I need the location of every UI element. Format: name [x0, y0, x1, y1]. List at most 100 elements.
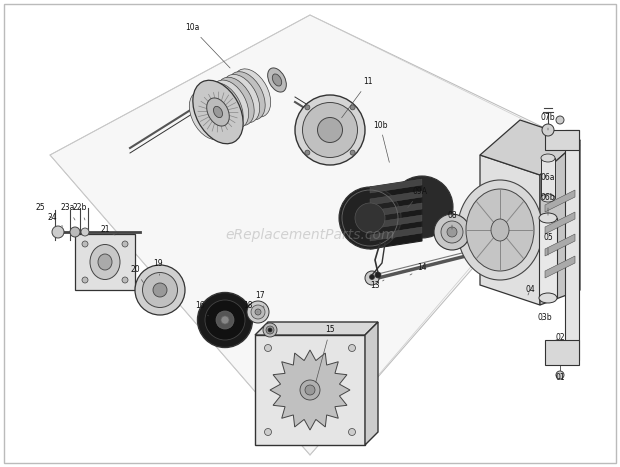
- Text: 08: 08: [447, 211, 457, 229]
- Polygon shape: [270, 350, 350, 430]
- Ellipse shape: [303, 102, 358, 157]
- Ellipse shape: [541, 154, 555, 162]
- Ellipse shape: [82, 241, 88, 247]
- Polygon shape: [545, 190, 575, 212]
- Ellipse shape: [350, 150, 355, 155]
- Ellipse shape: [223, 74, 260, 123]
- Ellipse shape: [542, 124, 554, 136]
- Ellipse shape: [541, 194, 555, 202]
- Ellipse shape: [90, 245, 120, 280]
- Ellipse shape: [198, 292, 252, 347]
- Ellipse shape: [81, 228, 89, 236]
- Text: 06b: 06b: [541, 193, 556, 215]
- Polygon shape: [370, 179, 422, 249]
- Ellipse shape: [441, 221, 463, 243]
- Text: 17: 17: [255, 291, 265, 307]
- Ellipse shape: [339, 187, 401, 249]
- Ellipse shape: [153, 283, 167, 297]
- Ellipse shape: [348, 345, 355, 352]
- Ellipse shape: [263, 323, 277, 337]
- Polygon shape: [480, 120, 580, 175]
- Ellipse shape: [350, 105, 355, 110]
- Text: 11: 11: [342, 78, 373, 118]
- Polygon shape: [370, 215, 422, 229]
- Ellipse shape: [265, 429, 272, 436]
- Ellipse shape: [228, 71, 265, 120]
- Text: 06a: 06a: [541, 174, 556, 183]
- Ellipse shape: [193, 80, 243, 144]
- Text: 04: 04: [525, 285, 535, 295]
- Polygon shape: [75, 234, 135, 290]
- Text: 22b: 22b: [73, 204, 87, 220]
- Polygon shape: [541, 158, 555, 198]
- Ellipse shape: [458, 180, 542, 280]
- Ellipse shape: [205, 300, 245, 340]
- Polygon shape: [545, 212, 575, 234]
- Ellipse shape: [98, 254, 112, 270]
- Text: 09A: 09A: [408, 187, 428, 208]
- Polygon shape: [370, 179, 422, 193]
- Text: 02: 02: [555, 333, 565, 342]
- Text: 16: 16: [195, 302, 208, 316]
- Ellipse shape: [135, 265, 185, 315]
- Ellipse shape: [189, 91, 227, 140]
- Ellipse shape: [355, 203, 385, 233]
- Ellipse shape: [122, 241, 128, 247]
- Ellipse shape: [265, 345, 272, 352]
- Ellipse shape: [295, 95, 365, 165]
- Text: 03b: 03b: [538, 313, 552, 323]
- Ellipse shape: [206, 98, 229, 126]
- Polygon shape: [545, 340, 579, 365]
- Polygon shape: [540, 140, 580, 305]
- Ellipse shape: [221, 316, 229, 324]
- Text: 23a: 23a: [61, 204, 75, 220]
- Ellipse shape: [305, 150, 310, 155]
- Ellipse shape: [539, 293, 557, 303]
- Text: 14: 14: [410, 263, 427, 275]
- Ellipse shape: [52, 226, 64, 238]
- Ellipse shape: [434, 214, 470, 250]
- Text: 18: 18: [243, 300, 258, 312]
- Ellipse shape: [143, 273, 177, 307]
- Ellipse shape: [556, 116, 564, 124]
- Text: 19: 19: [153, 260, 163, 275]
- Polygon shape: [370, 191, 422, 205]
- Polygon shape: [370, 227, 422, 241]
- Ellipse shape: [300, 380, 320, 400]
- Text: 25: 25: [35, 204, 52, 218]
- Ellipse shape: [211, 80, 249, 128]
- Text: 15: 15: [316, 325, 335, 382]
- Polygon shape: [545, 234, 575, 256]
- Ellipse shape: [70, 227, 80, 237]
- Ellipse shape: [217, 77, 254, 126]
- Ellipse shape: [195, 88, 232, 137]
- Text: 07b: 07b: [541, 113, 556, 130]
- Ellipse shape: [268, 328, 272, 332]
- Ellipse shape: [268, 68, 286, 92]
- Polygon shape: [370, 203, 422, 217]
- Ellipse shape: [82, 277, 88, 283]
- Ellipse shape: [447, 227, 457, 237]
- Ellipse shape: [365, 271, 379, 285]
- Ellipse shape: [305, 385, 315, 395]
- Text: 10b: 10b: [373, 120, 389, 163]
- Polygon shape: [365, 322, 378, 445]
- Ellipse shape: [251, 305, 265, 319]
- Ellipse shape: [272, 74, 281, 86]
- Ellipse shape: [556, 371, 564, 379]
- Ellipse shape: [255, 309, 261, 315]
- Polygon shape: [255, 335, 365, 445]
- Polygon shape: [50, 15, 580, 455]
- Ellipse shape: [348, 429, 355, 436]
- Ellipse shape: [233, 69, 271, 117]
- Polygon shape: [255, 322, 378, 335]
- Ellipse shape: [247, 301, 269, 323]
- Text: 10a: 10a: [185, 23, 230, 68]
- Ellipse shape: [466, 189, 534, 271]
- Ellipse shape: [391, 176, 453, 238]
- Text: 05: 05: [543, 234, 553, 255]
- Polygon shape: [545, 256, 575, 278]
- Ellipse shape: [539, 213, 557, 223]
- Ellipse shape: [375, 272, 381, 278]
- Ellipse shape: [122, 277, 128, 283]
